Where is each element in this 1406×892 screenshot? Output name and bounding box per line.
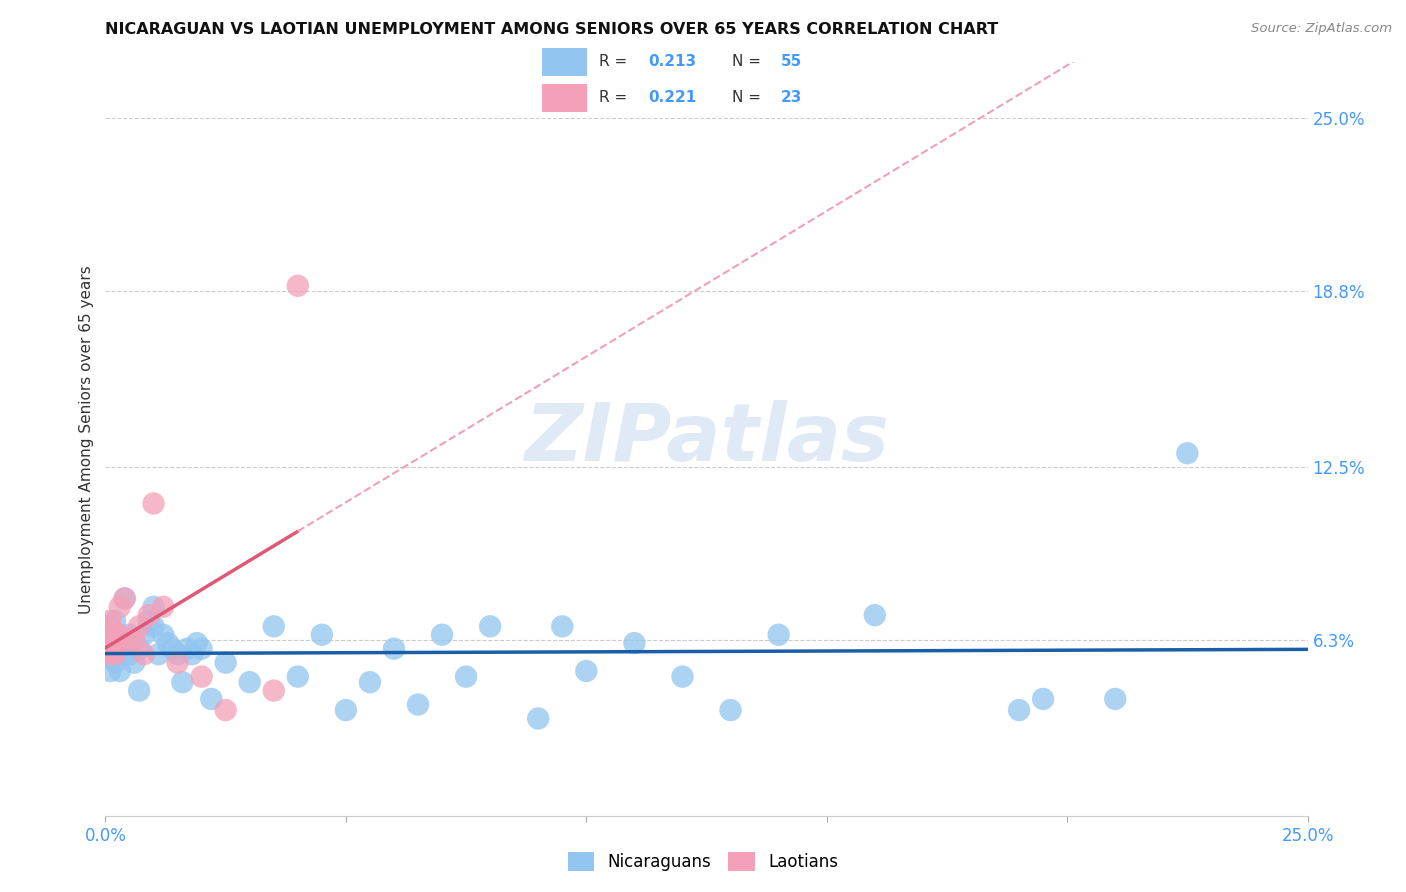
Point <box>104 614 127 628</box>
Point <box>132 647 155 661</box>
Point <box>263 619 285 633</box>
Point <box>720 703 742 717</box>
Text: 23: 23 <box>782 90 803 105</box>
Point <box>1032 692 1054 706</box>
Point <box>162 641 184 656</box>
Point <box>104 628 127 642</box>
Point <box>382 641 405 656</box>
Point <box>359 675 381 690</box>
Point <box>108 664 131 678</box>
Text: 0.221: 0.221 <box>648 90 696 105</box>
Point <box>176 641 198 656</box>
Point <box>186 636 208 650</box>
Text: N =: N = <box>731 90 765 105</box>
Point <box>104 647 127 661</box>
Point <box>335 703 357 717</box>
Text: Source: ZipAtlas.com: Source: ZipAtlas.com <box>1251 22 1392 36</box>
Point <box>98 636 121 650</box>
Point <box>98 664 121 678</box>
Point <box>671 670 693 684</box>
Point <box>527 711 550 725</box>
Point <box>128 619 150 633</box>
Text: ZIPatlas: ZIPatlas <box>524 401 889 478</box>
Text: 0.213: 0.213 <box>648 54 696 70</box>
Point <box>430 628 453 642</box>
Point <box>104 656 127 670</box>
Point <box>551 619 574 633</box>
Text: 55: 55 <box>782 54 803 70</box>
Point <box>98 628 121 642</box>
Point <box>1008 703 1031 717</box>
Point <box>98 641 121 656</box>
Point <box>214 656 236 670</box>
Point <box>98 647 121 661</box>
Point <box>1175 446 1198 460</box>
Point <box>98 650 121 665</box>
Point <box>863 608 886 623</box>
Point <box>98 614 121 628</box>
Point <box>98 619 121 633</box>
Text: R =: R = <box>599 54 631 70</box>
Point <box>156 636 179 650</box>
Point <box>138 608 160 623</box>
Point <box>114 591 136 606</box>
Point <box>108 641 131 656</box>
Point <box>114 591 136 606</box>
Point <box>118 628 141 642</box>
Point <box>138 614 160 628</box>
Point <box>108 628 131 642</box>
Point <box>623 636 645 650</box>
Point <box>181 647 204 661</box>
Point <box>124 633 146 648</box>
Point <box>200 692 222 706</box>
Point <box>104 647 127 661</box>
Point <box>152 599 174 614</box>
Point <box>311 628 333 642</box>
Point <box>1104 692 1126 706</box>
Point <box>190 641 212 656</box>
Point <box>104 641 127 656</box>
Point <box>128 683 150 698</box>
Point <box>239 675 262 690</box>
Point <box>128 641 150 656</box>
Point <box>287 278 309 293</box>
Point <box>118 647 141 661</box>
Point <box>172 675 194 690</box>
Point <box>190 670 212 684</box>
Point <box>98 633 121 648</box>
Point <box>575 664 598 678</box>
Bar <box>541 48 588 77</box>
Point <box>142 496 165 510</box>
Point <box>214 703 236 717</box>
Point <box>98 619 121 633</box>
Legend: Nicaraguans, Laotians: Nicaraguans, Laotians <box>560 843 846 880</box>
Y-axis label: Unemployment Among Seniors over 65 years: Unemployment Among Seniors over 65 years <box>79 265 94 614</box>
Point <box>124 656 146 670</box>
Point <box>148 647 170 661</box>
Point <box>152 628 174 642</box>
Point <box>142 619 165 633</box>
Point <box>768 628 790 642</box>
Text: N =: N = <box>731 54 765 70</box>
Text: NICARAGUAN VS LAOTIAN UNEMPLOYMENT AMONG SENIORS OVER 65 YEARS CORRELATION CHART: NICARAGUAN VS LAOTIAN UNEMPLOYMENT AMONG… <box>105 22 998 37</box>
Bar <box>541 85 588 112</box>
Point <box>118 633 141 648</box>
Point <box>166 656 188 670</box>
Point <box>132 628 155 642</box>
Point <box>142 599 165 614</box>
Point <box>406 698 429 712</box>
Text: R =: R = <box>599 90 631 105</box>
Point <box>454 670 477 684</box>
Point <box>287 670 309 684</box>
Point <box>479 619 502 633</box>
Point <box>166 647 188 661</box>
Point <box>108 599 131 614</box>
Point <box>263 683 285 698</box>
